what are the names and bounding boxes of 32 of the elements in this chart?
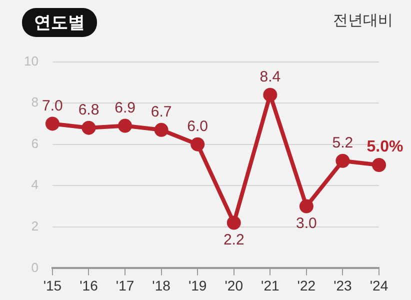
data-label: 8.4 <box>260 68 281 86</box>
point <box>299 199 314 214</box>
data-label: 6.0 <box>187 118 208 135</box>
data-label: 3.0 <box>296 214 317 232</box>
x-tick-label: '19 <box>188 277 207 294</box>
x-tick-label: '21 <box>261 277 280 294</box>
point <box>82 120 96 135</box>
x-tick-label: '22 <box>297 277 316 294</box>
data-label: 5.0% <box>366 138 404 156</box>
x-tick-label: '18 <box>152 277 171 294</box>
point <box>372 158 386 172</box>
point <box>154 122 168 137</box>
data-label: 2.2 <box>223 231 244 248</box>
x-tick-label: '20 <box>224 277 244 294</box>
point <box>263 88 278 102</box>
x-tick-label: '15 <box>43 277 62 294</box>
x-tick-label: '16 <box>80 277 98 294</box>
data-label: 6.9 <box>114 99 136 116</box>
x-tick-label: '17 <box>116 277 134 294</box>
point <box>226 216 241 230</box>
chart-subtitle: 전년대비 <box>333 11 393 30</box>
point <box>45 116 60 131</box>
point <box>336 154 350 168</box>
point <box>118 118 132 133</box>
x-tick-label: '23 <box>334 277 352 294</box>
chart-title: 연도별 <box>22 8 97 37</box>
data-label: 5.2 <box>332 134 354 152</box>
data-label: 7.0 <box>42 97 63 114</box>
x-tick-label: '24 <box>370 277 388 294</box>
data-label: 6.8 <box>78 101 100 118</box>
point <box>190 137 205 152</box>
data-label: 6.7 <box>150 104 172 121</box>
